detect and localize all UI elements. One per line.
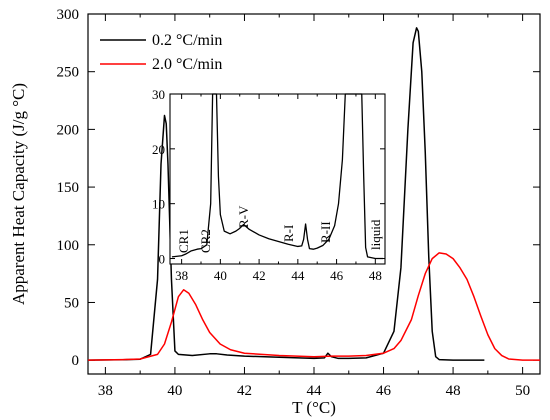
phase-label-r-v: R-V — [236, 205, 251, 228]
x-tick-label: 46 — [376, 383, 392, 399]
y-tick-label: 300 — [57, 7, 80, 23]
inset-plot-frame — [169, 93, 386, 265]
y-axis-title: Apparent Heat Capacity (J/g °C) — [9, 83, 28, 305]
x-axis-title: T (°C) — [292, 398, 336, 417]
series-line-0 — [87, 27, 485, 361]
y-tick-label: 50 — [64, 295, 79, 311]
phase-label-r-ii: R-II — [318, 221, 333, 243]
phase-label-r-i: R-I — [281, 225, 296, 242]
y-tick-label: 200 — [57, 122, 80, 138]
x-tick-label: 42 — [237, 383, 252, 399]
x-tick-label: 42 — [253, 268, 266, 283]
x-tick-label: 50 — [515, 383, 530, 399]
phase-label-cr2: CR2 — [198, 229, 213, 253]
legend: 0.2 °C/min 2.0 °C/min — [100, 32, 222, 73]
series-line-0 — [171, 93, 384, 260]
x-tick-label: 38 — [175, 268, 188, 283]
y-tick-label: 150 — [57, 180, 80, 196]
inset-series-group — [171, 93, 384, 260]
y-tick-label: 30 — [152, 87, 165, 102]
x-tick-label: 40 — [214, 268, 227, 283]
legend-label-0.2: 0.2 °C/min — [152, 32, 222, 49]
x-tick-label: 38 — [98, 383, 113, 399]
legend-label-2.0: 2.0 °C/min — [152, 56, 222, 73]
y-tick-label: 0 — [159, 252, 166, 267]
main-series-group — [87, 27, 540, 361]
phase-label-liquid: liquid — [368, 219, 383, 250]
y-tick-label: 20 — [152, 142, 165, 157]
x-tick-label: 44 — [291, 268, 305, 283]
y-tick-label: 0 — [72, 353, 80, 369]
x-tick-label: 48 — [446, 383, 461, 399]
y-tick-label: 100 — [57, 238, 80, 254]
x-tick-label: 46 — [330, 268, 344, 283]
inset-background — [170, 94, 385, 264]
series-line-1 — [87, 252, 540, 361]
y-tick-label: 10 — [152, 197, 165, 212]
x-tick-label: 40 — [167, 383, 182, 399]
x-tick-label: 44 — [307, 383, 323, 399]
x-tick-label: 48 — [369, 268, 382, 283]
y-tick-label: 250 — [57, 65, 80, 81]
inset-axis-ticks: 38 40 42 44 46 48 0 10 20 30 — [152, 87, 385, 283]
phase-label-cr1: CR1 — [176, 229, 191, 253]
